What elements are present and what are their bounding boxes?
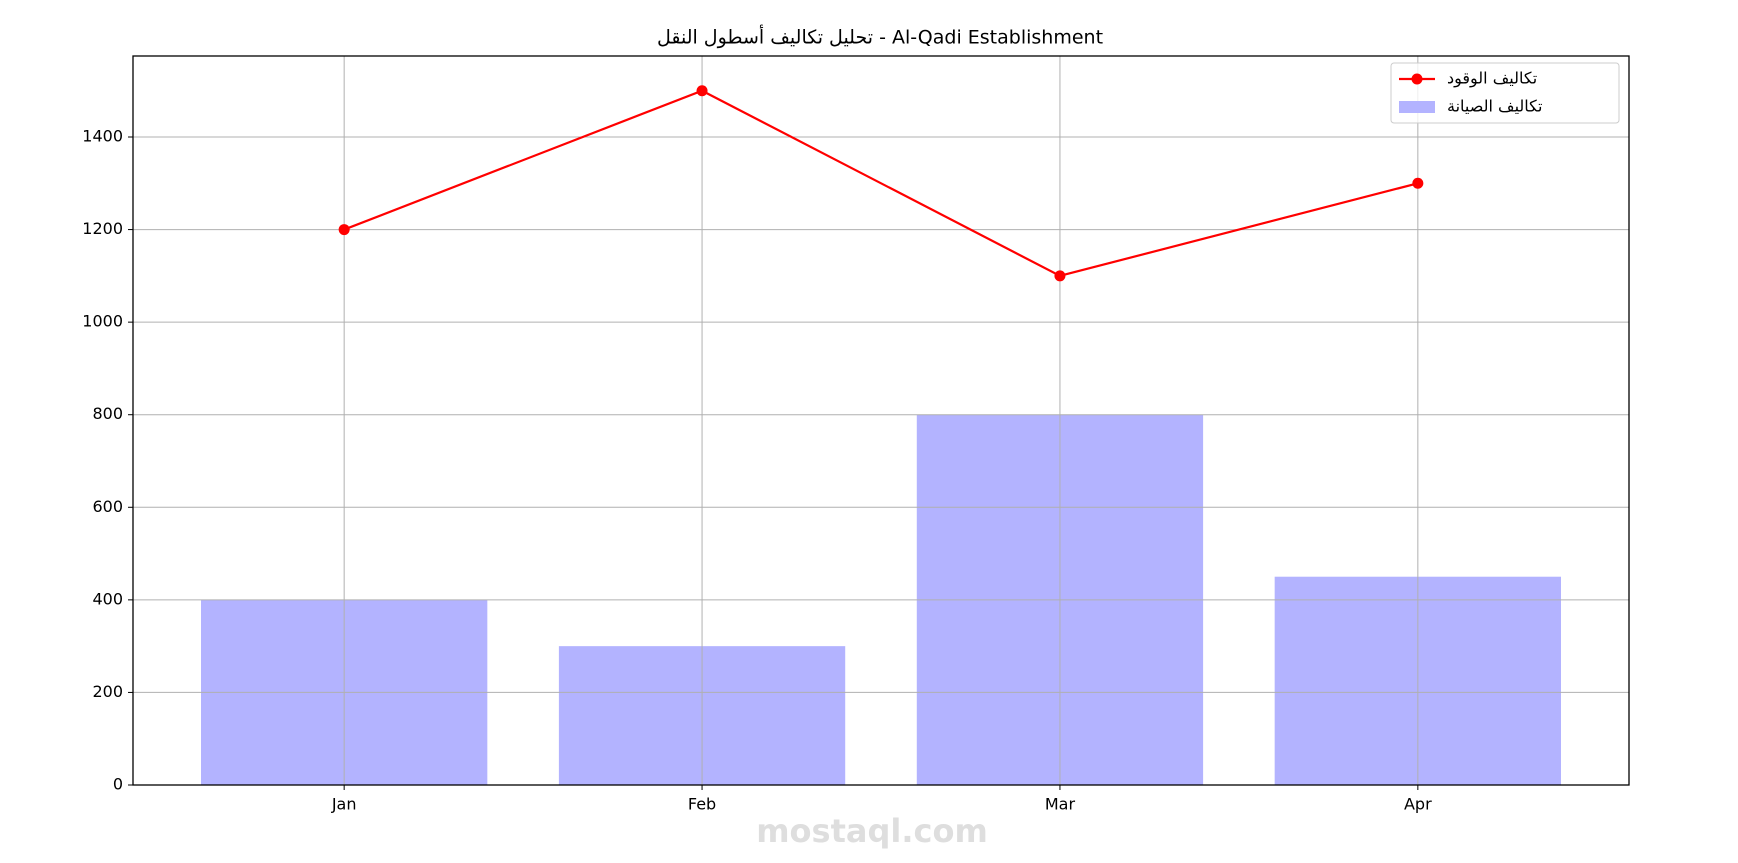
y-tick-label: 200 xyxy=(92,682,123,701)
marker xyxy=(696,85,708,97)
line xyxy=(343,89,1419,278)
marker xyxy=(1412,177,1424,189)
legend-marker xyxy=(1411,73,1423,85)
plot-frame xyxy=(132,55,1630,786)
y-tick-label: 1400 xyxy=(82,127,123,146)
y-tick-label: 400 xyxy=(92,589,123,608)
legend-label: تكاليف الصيانة xyxy=(1447,97,1542,116)
x-tick-label: Apr xyxy=(1404,795,1432,814)
y-tick-label: 600 xyxy=(92,497,123,516)
x-tick-label: Feb xyxy=(688,795,716,814)
y-tick-label: 800 xyxy=(92,404,123,423)
legend-label: تكاليف الوقود xyxy=(1447,69,1537,89)
legend-swatch xyxy=(1399,101,1435,113)
chart-title: تحليل تكاليف أسطول النقل - Al-Qadi Estab… xyxy=(657,25,1103,49)
marker xyxy=(1054,270,1066,282)
watermark: mostaql.com xyxy=(756,812,988,850)
y-tick-label: 1000 xyxy=(82,312,123,331)
legend-box xyxy=(1390,62,1620,124)
marker xyxy=(338,224,350,236)
y-tick-label: 0 xyxy=(113,775,123,794)
y-tick-label: 1200 xyxy=(82,219,123,238)
x-tick-label: Jan xyxy=(331,795,357,814)
x-tick-label: Mar xyxy=(1045,795,1076,814)
